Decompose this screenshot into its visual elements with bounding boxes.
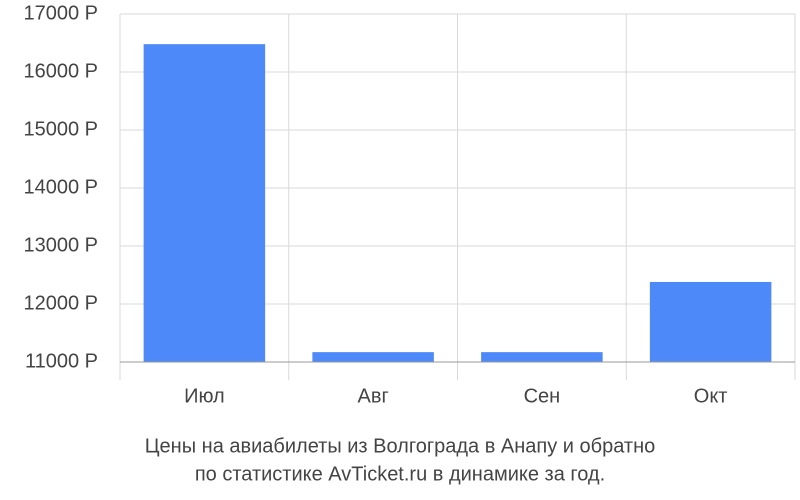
bar	[143, 44, 266, 362]
caption: по статистике AvTicket.ru в динамике за …	[195, 463, 605, 485]
bar	[481, 352, 603, 362]
x-tick-label: Сен	[524, 385, 561, 407]
bar	[312, 352, 434, 362]
y-tick-label: 12000 Р	[23, 292, 98, 314]
y-tick-label: 13000 Р	[23, 234, 98, 256]
y-tick-label: 14000 Р	[23, 176, 98, 198]
bar	[649, 281, 772, 362]
x-tick-label: Авг	[357, 385, 388, 407]
caption: Цены на авиабилеты из Волгограда в Анапу…	[145, 435, 656, 457]
x-tick-label: Июл	[184, 385, 225, 407]
y-tick-label: 11000 Р	[25, 350, 98, 372]
y-tick-label: 15000 Р	[23, 118, 98, 140]
x-tick-label: Окт	[694, 385, 728, 407]
y-tick-label: 17000 Р	[23, 2, 98, 24]
y-tick-label: 16000 Р	[23, 60, 98, 82]
